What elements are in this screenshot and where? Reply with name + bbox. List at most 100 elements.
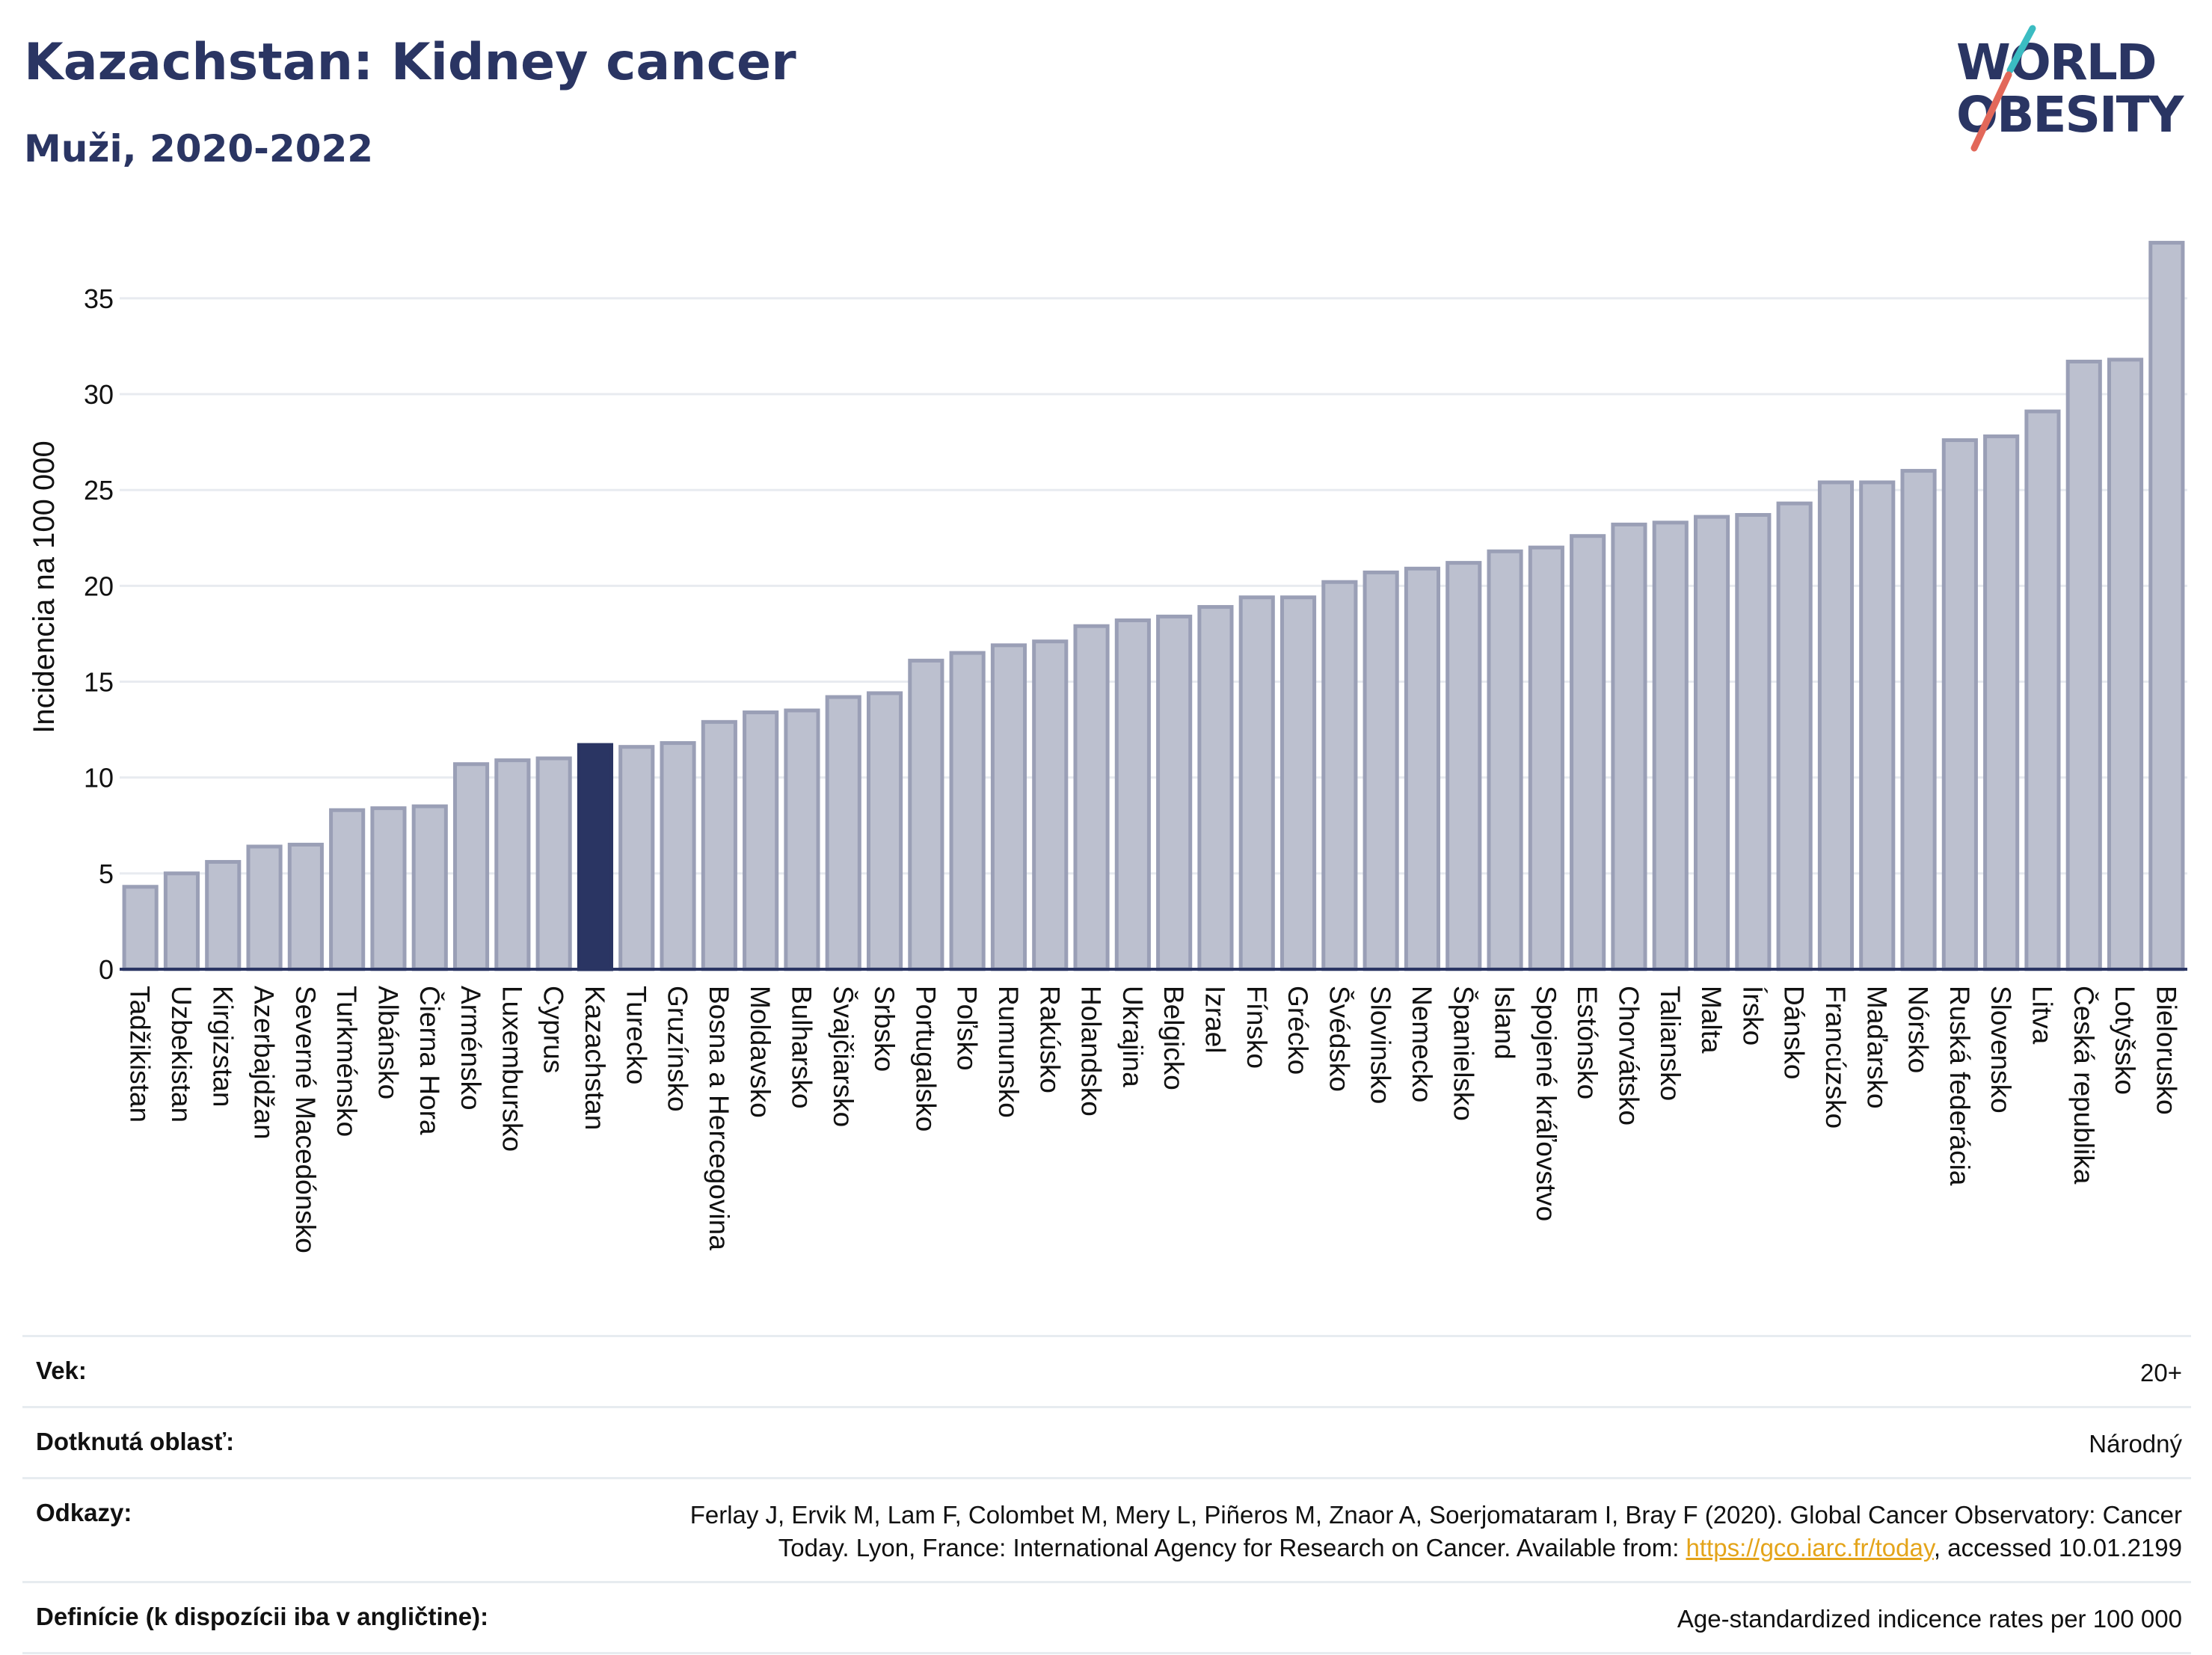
bar (494, 758, 531, 971)
world-obesity-logo: WORLD OBESITY (1956, 25, 2187, 152)
x-tick-label: Arménsko (455, 986, 486, 1111)
x-tick-label: Slovensko (1985, 986, 2016, 1114)
x-tick-label: Litva (2027, 986, 2057, 1045)
bar (1114, 618, 1151, 971)
x-tick-label: Poľsko (952, 986, 983, 1071)
bars (122, 241, 2185, 971)
reference-text-accessed: , accessed 10.01.2199 (1933, 1534, 2182, 1562)
bar (618, 745, 655, 971)
logo-slash-red (1970, 71, 2012, 152)
x-tick-label: Tadžikistan (125, 986, 156, 1123)
x-tick-label: Ukrajina (1117, 986, 1148, 1087)
bar (1941, 438, 1978, 971)
y-tick-label: 30 (84, 379, 114, 410)
x-tick-label: Turecko (621, 986, 651, 1084)
bar (535, 756, 572, 971)
x-tick-label: Nórsko (1903, 986, 1934, 1073)
x-tick-label: Nemecko (1407, 986, 1437, 1102)
x-tick-label: Srbsko (869, 986, 900, 1072)
x-tick-label: Čierna Hora (414, 986, 445, 1135)
y-tick-label: 5 (99, 859, 114, 889)
bar (1693, 515, 1730, 971)
reference-text-line-2: Today. Lyon, France: International Agenc… (778, 1534, 1686, 1562)
x-tick-label: Bosna a Hercegovina (704, 986, 734, 1250)
x-tick-label: Spojené kráľovstvo (1531, 986, 1561, 1221)
page-title: Kazachstan: Kidney cancer (24, 33, 796, 92)
x-tick-label: Bielorusko (2151, 986, 2181, 1115)
info-label-references: Odkazy: (36, 1499, 132, 1526)
bar (2148, 241, 2185, 971)
bar (1404, 566, 1441, 971)
bar (1238, 595, 1275, 971)
bar (866, 691, 903, 971)
bar (908, 658, 944, 971)
y-tick-labels: 0 5 10 15 20 25 30 35 (84, 283, 114, 985)
info-row-age: Vek: 20+ (22, 1335, 2191, 1406)
bar (411, 804, 448, 971)
x-tick-label: Portugalsko (910, 986, 941, 1132)
x-tick-label: Chorvátsko (1613, 986, 1644, 1126)
x-tick-label: Fínsko (1241, 986, 1272, 1069)
bar (246, 844, 283, 971)
x-tick-label: Gruzínsko (663, 986, 693, 1112)
info-label-area: Dotknutá oblasť: (36, 1428, 235, 1455)
info-row-area: Dotknutá oblasť: Národný (22, 1406, 2191, 1477)
y-axis-label: Incidencia na 100 000 (28, 440, 61, 733)
y-tick-label: 0 (99, 954, 114, 985)
bar (660, 741, 696, 971)
x-tick-label: Kirgizstan (207, 986, 238, 1107)
bar (1652, 521, 1689, 971)
x-tick-label: Malta (1696, 986, 1727, 1054)
logo-slash-teal (2006, 25, 2036, 74)
bar (784, 708, 820, 971)
x-tick-labels: Tadžikistan Uzbekistan Kirgizstan Azerbajdž… (125, 986, 2182, 1253)
x-tick-label: Francúzsko (1820, 986, 1851, 1129)
x-tick-label: Švédsko (1324, 986, 1354, 1092)
x-tick-label: Turkménsko (331, 986, 362, 1137)
bar (1446, 561, 1482, 971)
x-tick-label: Albánsko (372, 986, 403, 1099)
bar (1859, 480, 1896, 971)
info-row-references: Odkazy: Ferlay J, Ervik M, Lam F, Colomb… (22, 1477, 2191, 1581)
bar (329, 808, 366, 971)
x-tick-label: Bulharsko (786, 986, 817, 1109)
x-tick-label: Kazachstan (580, 986, 610, 1130)
bar (2107, 357, 2144, 971)
bar (1487, 549, 1523, 971)
bar (452, 762, 490, 971)
x-tick-label: Grécko (1282, 986, 1313, 1075)
bar (1817, 480, 1855, 971)
bar (825, 695, 861, 971)
y-tick-label: 20 (84, 571, 114, 601)
info-value-area: Národný (2089, 1430, 2182, 1458)
info-label-age: Vek: (36, 1357, 87, 1384)
x-tick-label: Dánsko (1779, 986, 1810, 1079)
reference-link[interactable]: https://gco.iarc.fr/today (1686, 1534, 1934, 1562)
x-tick-label: Luxembursko (497, 986, 527, 1152)
bar (1735, 513, 1772, 971)
bar (205, 859, 242, 971)
info-value-definitions: Age-standardized indicence rates per 100… (1677, 1605, 2182, 1633)
bar (1362, 570, 1399, 971)
bar (1073, 624, 1110, 971)
bar (1983, 434, 2020, 971)
bar-chart: 0 5 10 15 20 25 30 35 Tadžikistan Uzbekistan Kirg… (28, 241, 2187, 1253)
x-tick-label: Írsko (1737, 986, 1768, 1045)
bar (1570, 534, 1606, 971)
x-tick-label: Rumunsko (993, 986, 1024, 1118)
x-tick-label: Švajčiarsko (828, 986, 858, 1127)
bar (1156, 614, 1193, 971)
x-tick-label: Rakúsko (1034, 986, 1065, 1093)
bar (1032, 639, 1069, 971)
bar (122, 885, 159, 971)
info-label-definitions: Definície (k dispozícii iba v angličtine… (36, 1603, 489, 1630)
x-tick-label: Cyprus (538, 986, 569, 1073)
bar (990, 643, 1027, 971)
bar (1776, 501, 1813, 971)
info-value-age: 20+ (2140, 1359, 2182, 1387)
bar (949, 651, 986, 971)
bar (1611, 522, 1647, 971)
bar (163, 871, 200, 971)
info-table: Vek: 20+ Dotknutá oblasť: Národný Odkazy… (22, 1335, 2191, 1654)
info-row-definitions: Definície (k dispozícii iba v angličtine… (22, 1581, 2191, 1654)
